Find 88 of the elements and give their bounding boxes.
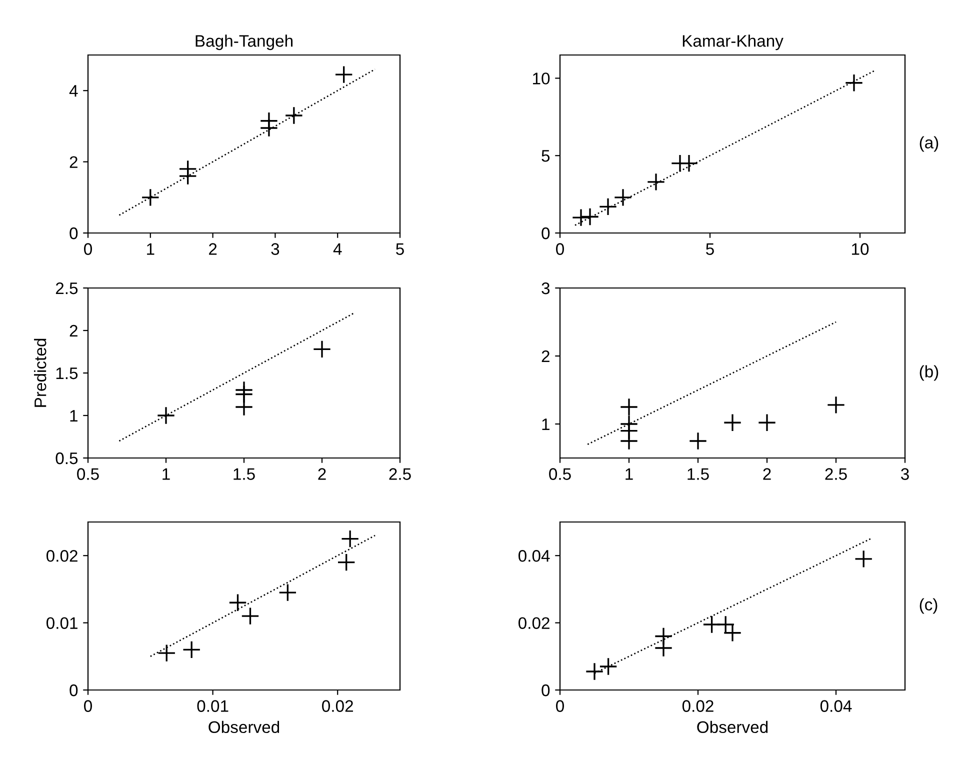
y-tick-label: 4 [69, 85, 78, 97]
x-tick-label: 0 [84, 700, 92, 712]
y-tick-label: 0 [70, 684, 78, 696]
x-tick-label: 4 [333, 243, 342, 255]
point [182, 640, 201, 659]
point [157, 644, 176, 662]
x-axis-title: Observed [208, 720, 280, 734]
y-tick-label: 0.01 [46, 617, 78, 630]
point [141, 188, 160, 207]
point [680, 154, 698, 173]
x-tick-label: 1 [147, 243, 154, 255]
point [716, 615, 735, 634]
x-tick-label: 3 [901, 468, 909, 480]
point [826, 396, 846, 414]
point [178, 160, 198, 178]
x-tick-label: 0.5 [77, 468, 99, 480]
y-tick-label: 2 [542, 350, 550, 362]
point [337, 553, 356, 572]
point [654, 638, 673, 658]
point [284, 106, 304, 125]
x-tick-label: 2.5 [389, 468, 411, 480]
point [646, 172, 666, 192]
y-tick-label: 0 [542, 684, 550, 696]
x-tick-label: 3 [271, 243, 280, 255]
y-tick-label: 5 [542, 150, 550, 162]
text: (b) [920, 365, 938, 381]
x-tick-label: 1.5 [688, 468, 709, 480]
point [723, 413, 742, 432]
y-tick-label: 0.02 [46, 550, 78, 562]
point [620, 398, 638, 416]
chart-title: Kamar-Khany [682, 34, 784, 50]
x-tick-label: 0.02 [682, 700, 714, 712]
x-tick-label: 1 [626, 468, 633, 480]
x-tick-label: 0 [84, 243, 92, 255]
x-tick-label: 1.5 [234, 468, 255, 480]
point [312, 340, 332, 358]
point [156, 406, 176, 425]
y-tick-label: 1 [70, 410, 78, 422]
y-tick-label: 0.04 [518, 550, 550, 562]
point [234, 398, 254, 416]
point [758, 413, 776, 432]
x-tick-label: 0 [556, 243, 564, 255]
point [241, 606, 260, 626]
y-axis-title: Predicted [34, 338, 46, 407]
point [580, 208, 600, 226]
point [723, 624, 742, 642]
x-tick-label: 0 [556, 700, 564, 712]
point [854, 550, 873, 568]
x-tick-label: 10 [852, 243, 869, 255]
point [585, 662, 604, 681]
point [228, 593, 247, 612]
y-tick-label: 1.5 [56, 368, 78, 380]
x-axis-title: Observed [697, 720, 768, 734]
point [340, 530, 360, 548]
text: (c) [920, 598, 938, 614]
y-tick-label: 0 [70, 227, 78, 240]
y-tick-label: 0 [542, 227, 550, 240]
x-tick-label: 0.02 [322, 700, 353, 712]
x-tick-label: 2.5 [825, 468, 847, 480]
point [260, 112, 278, 130]
x-tick-label: 0.04 [820, 700, 852, 712]
point [614, 188, 632, 207]
point [688, 432, 708, 450]
point [599, 657, 618, 676]
x-tick-label: 5 [396, 243, 404, 255]
x-tick-label: 0.01 [197, 700, 228, 712]
y-tick-label: 3 [542, 282, 550, 294]
y-tick-label: 2 [70, 156, 78, 168]
point [620, 432, 638, 450]
point [278, 583, 297, 602]
point [844, 74, 864, 92]
x-tick-label: 1 [162, 468, 170, 480]
y-tick-label: 1 [542, 418, 550, 430]
point [334, 65, 354, 84]
chart-title: Bagh-Tangeh [196, 34, 292, 50]
point [598, 198, 618, 216]
y-tick-label: 10 [533, 72, 550, 84]
x-tick-label: 0.5 [549, 468, 571, 480]
x-tick-label: 2 [763, 468, 771, 480]
point [572, 208, 590, 227]
text: (a) [920, 136, 938, 152]
x-tick-label: 2 [318, 468, 326, 480]
y-tick-label: 2.5 [56, 282, 78, 294]
y-tick-label: 2 [70, 324, 78, 337]
y-tick-label: 0.5 [56, 452, 78, 464]
x-tick-label: 5 [706, 243, 714, 255]
x-tick-label: 2 [209, 243, 217, 255]
y-tick-label: 0.02 [518, 617, 550, 630]
